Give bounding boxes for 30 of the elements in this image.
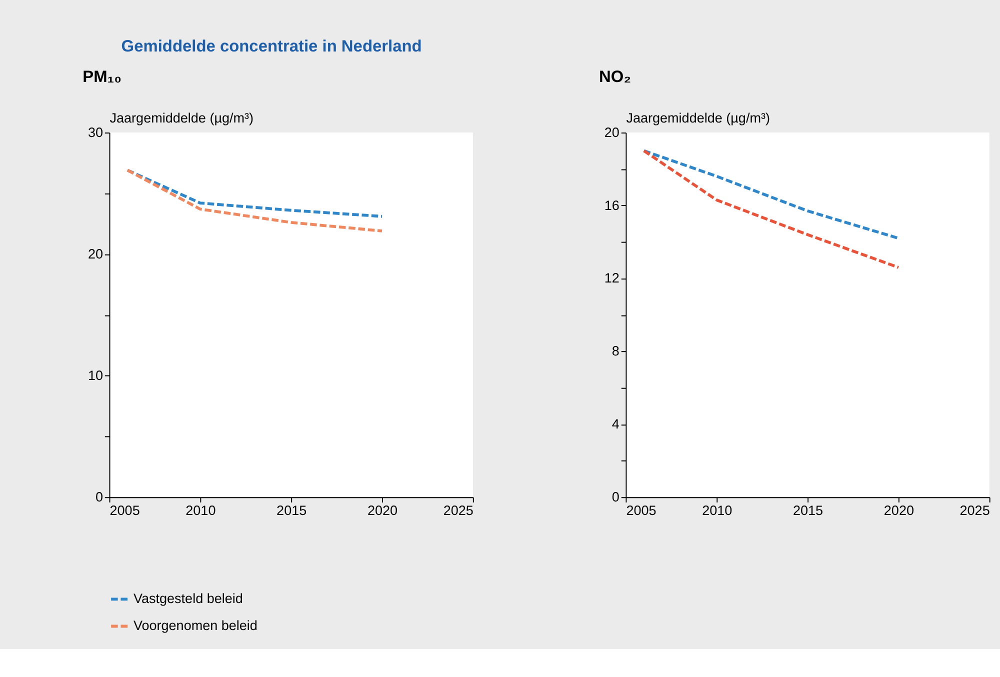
y-tick-label: 20 <box>604 124 620 140</box>
x-tick-label: 2025 <box>960 503 990 518</box>
y-tick-label: 30 <box>88 124 103 140</box>
x-tick-label: 2005 <box>110 503 140 518</box>
line-series <box>642 149 900 269</box>
x-tick-label: 2015 <box>792 503 824 518</box>
x-tick-label: 2020 <box>367 503 398 518</box>
x-tick-label: 2020 <box>884 503 914 518</box>
x-tick-label: 2010 <box>186 503 216 518</box>
line-series <box>642 149 900 240</box>
y-tick-label: 20 <box>88 246 103 262</box>
x-tick-label: 2005 <box>626 503 656 518</box>
y-tick-label: 8 <box>612 344 620 359</box>
y-tick-label: 0 <box>95 489 103 504</box>
x-tick-label: 2010 <box>702 503 732 518</box>
legend-label: Vastgesteld beleid <box>133 591 243 606</box>
text: Gemiddelde concentratie in Nederland <box>121 37 422 56</box>
y-tick-label: 16 <box>604 198 620 213</box>
x-tick-label: 2025 <box>443 503 474 518</box>
line-series <box>126 168 384 232</box>
y-tick-label: 0 <box>612 489 620 504</box>
y-axis-title: Jaargemiddelde (µg/m³) <box>626 110 770 126</box>
y-tick-label: 4 <box>612 416 620 432</box>
y-tick-label: 10 <box>88 368 103 383</box>
y-tick-label: 12 <box>604 270 620 286</box>
legend-label: Voorgenomen beleid <box>133 618 258 634</box>
chart-title: PM₁₀ <box>82 68 122 86</box>
chart-title: NO₂ <box>599 68 632 86</box>
x-tick-label: 2015 <box>276 503 307 518</box>
y-axis-title: Jaargemiddelde (µg/m³) <box>110 110 254 126</box>
